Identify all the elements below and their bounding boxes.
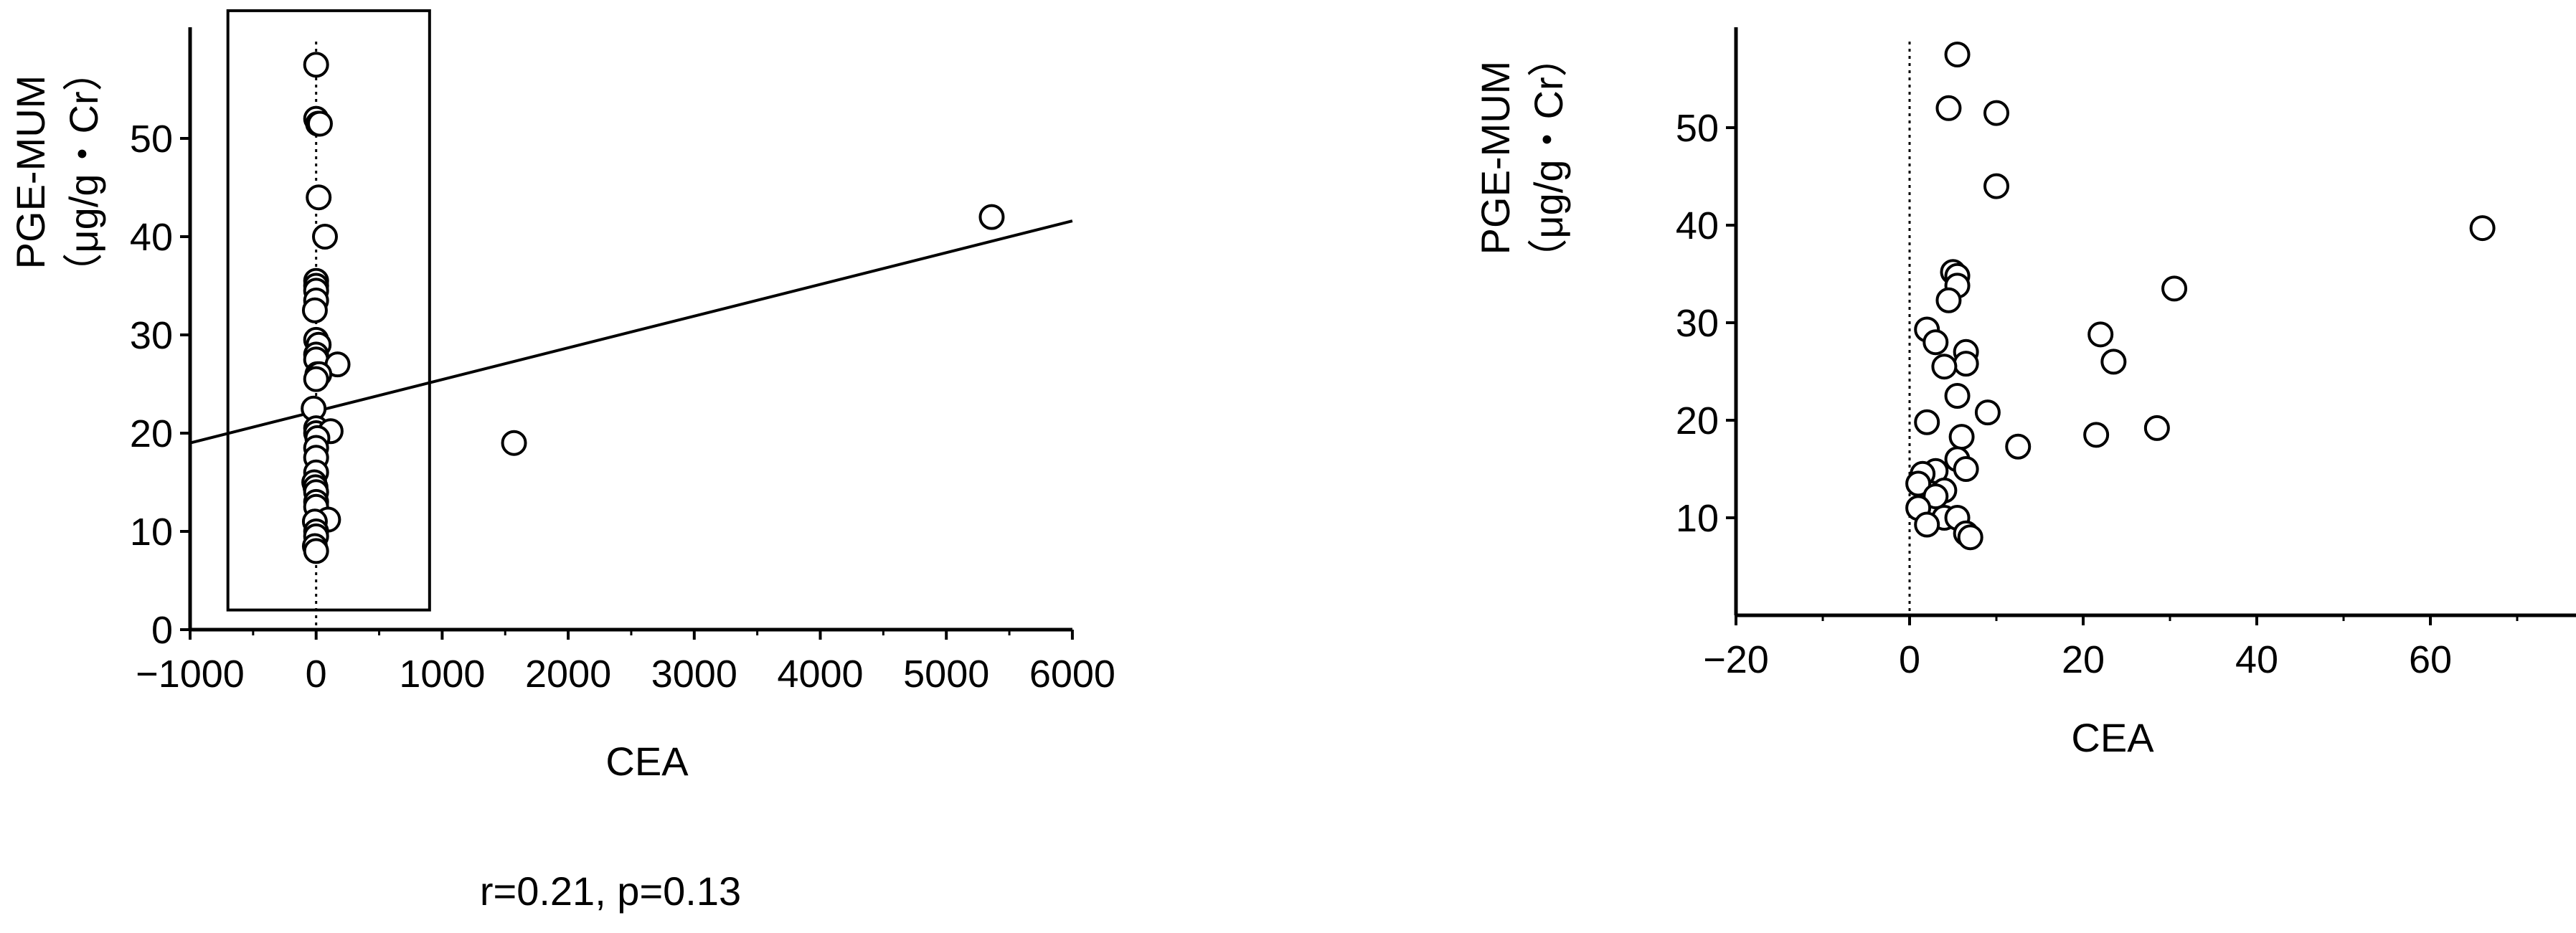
data-point <box>2469 215 2496 242</box>
x-tick-label: 40 <box>2235 638 2278 681</box>
y-tick-label: 50 <box>1676 107 1719 150</box>
y-tick-label: 20 <box>130 412 173 455</box>
left-highlight-box-layer <box>226 9 431 612</box>
left-x-axis-title: CEA <box>605 739 689 784</box>
data-point <box>1922 329 1949 356</box>
data-point <box>1953 351 1979 377</box>
y-tick-label: 50 <box>130 118 173 161</box>
highlight-box <box>226 9 431 612</box>
y-tick-label: 10 <box>1676 497 1719 540</box>
right-y-axis-title: PGE-MUM <box>1473 61 1518 255</box>
data-point <box>1948 424 1975 450</box>
x-tick-label: 60 <box>2409 638 2452 681</box>
right-y-axis-title-group: PGE-MUM （μg/g・Cr） <box>1473 37 1571 278</box>
data-point <box>1931 354 1958 380</box>
x-tick-label: 5000 <box>903 653 989 696</box>
x-tick-label: 2000 <box>525 653 611 696</box>
correlation-annotation: r=0.21, p=0.13 <box>480 868 741 914</box>
data-point <box>301 297 328 323</box>
y-tick-label: 40 <box>1676 204 1719 247</box>
y-tick-label: 0 <box>151 609 173 652</box>
data-point <box>978 204 1005 230</box>
data-point <box>1974 399 2001 426</box>
data-point <box>1914 409 1940 435</box>
data-point <box>2143 415 2170 441</box>
x-tick-label: 0 <box>306 653 327 696</box>
left-y-axis-title-group: PGE-MUM （μg/g・Cr） <box>8 51 106 293</box>
right-axes: −200204060801001201401601801020304050 <box>1676 27 2576 681</box>
x-tick-label: 6000 <box>1029 653 1115 696</box>
data-point <box>2100 349 2127 375</box>
data-point <box>303 366 329 392</box>
data-point <box>1922 483 1949 510</box>
data-point <box>1935 287 1962 313</box>
x-tick-label: 3000 <box>651 653 737 696</box>
x-tick-label: 1000 <box>399 653 485 696</box>
right-scatter-chart: PGE-MUM （μg/g・Cr） −200204060801001201401… <box>1473 27 2576 760</box>
right-data-points <box>1905 42 2496 551</box>
data-point <box>1953 456 1979 482</box>
left-fit-line-layer <box>189 219 1073 445</box>
left-y-axis-title: PGE-MUM <box>8 75 53 270</box>
data-point <box>2005 433 2032 460</box>
data-point <box>2087 321 2114 348</box>
left-y-axis-unit: （μg/g・Cr） <box>61 51 106 293</box>
data-point <box>1983 100 2009 126</box>
right-y-axis-unit: （μg/g・Cr） <box>1526 37 1571 278</box>
data-point <box>303 52 329 78</box>
x-tick-label: −20 <box>1703 638 1769 681</box>
data-point <box>1983 173 2009 199</box>
x-tick-label: 4000 <box>777 653 863 696</box>
data-point <box>1935 95 1962 121</box>
y-tick-label: 40 <box>130 216 173 259</box>
data-point <box>311 224 338 250</box>
data-point <box>1957 524 1983 551</box>
x-tick-label: 20 <box>2062 638 2105 681</box>
right-x-axis-title: CEA <box>2071 715 2154 760</box>
data-point <box>303 538 329 564</box>
y-tick-label: 10 <box>130 511 173 554</box>
data-point <box>1944 383 1971 409</box>
y-tick-label: 30 <box>1676 302 1719 345</box>
x-tick-label: −1000 <box>136 653 245 696</box>
regression-fit-line <box>189 219 1073 445</box>
data-point <box>306 184 332 211</box>
data-point <box>1944 42 1971 67</box>
left-scatter-chart: PGE-MUM （μg/g・Cr） −1000 0 1000 2000 3000 4000… <box>8 9 1115 914</box>
data-point <box>306 110 333 137</box>
data-point <box>2161 275 2188 302</box>
y-tick-label: 30 <box>130 314 173 357</box>
x-tick-label: 0 <box>1899 638 1920 681</box>
left-axes: −1000 0 1000 2000 3000 4000 5000 60000102030405… <box>130 27 1115 696</box>
left-data-points <box>301 52 1005 564</box>
data-point <box>501 430 527 456</box>
y-tick-label: 20 <box>1676 399 1719 442</box>
data-point <box>2083 422 2110 448</box>
data-point <box>1914 511 1940 538</box>
